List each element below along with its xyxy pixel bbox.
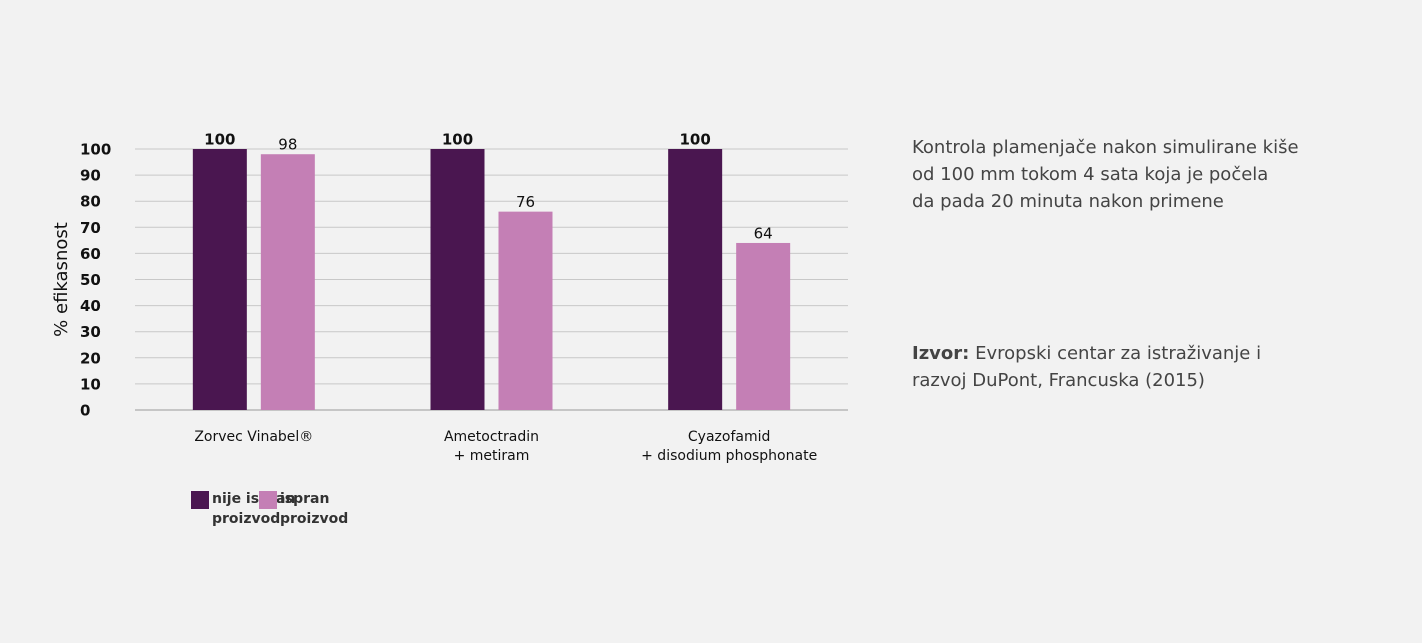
bar — [736, 242, 791, 410]
y-tick-label: 50 — [80, 271, 101, 289]
bar — [192, 149, 247, 410]
value-label: 98 — [278, 136, 297, 154]
source-label: Izvor: — [912, 343, 970, 364]
bar — [260, 154, 315, 410]
legend-swatch — [191, 491, 209, 509]
y-tick-label: 60 — [80, 245, 101, 263]
source-text: Evropski centar za istraživanje i razvoj… — [912, 343, 1262, 391]
y-tick-label: 20 — [80, 349, 101, 367]
y-tick-label: 10 — [80, 375, 101, 393]
y-tick-label: 70 — [80, 219, 101, 237]
legend-swatch — [259, 491, 277, 509]
bar — [668, 149, 723, 410]
value-label: 100 — [680, 131, 711, 149]
bar — [498, 211, 553, 410]
y-tick-label: 0 — [80, 402, 90, 420]
y-tick-label: 100 — [80, 141, 111, 159]
x-tick-label: Zorvec Vinabel® — [194, 429, 314, 445]
description: Kontrola plamenjače nakon simulirane kiš… — [912, 137, 1299, 212]
source: Izvor: Evropski centar za istraživanje i… — [912, 340, 1261, 394]
y-tick-label: 40 — [80, 297, 101, 315]
y-axis-label: % efikasnost — [51, 222, 72, 337]
value-label: 100 — [204, 131, 235, 149]
x-tick-label: Ametoctradin + metiram — [443, 429, 540, 464]
value-label: 64 — [754, 224, 773, 242]
value-label: 76 — [516, 193, 535, 211]
y-tick-label: 90 — [80, 167, 101, 185]
y-tick-label: 30 — [80, 323, 101, 341]
x-tick-label: Cyazofamid + disodium phosphonate — [641, 429, 818, 464]
bar — [430, 149, 485, 410]
y-tick-label: 80 — [80, 193, 101, 211]
legend-label: ispran proizvod — [280, 491, 349, 527]
value-label: 100 — [442, 131, 473, 149]
